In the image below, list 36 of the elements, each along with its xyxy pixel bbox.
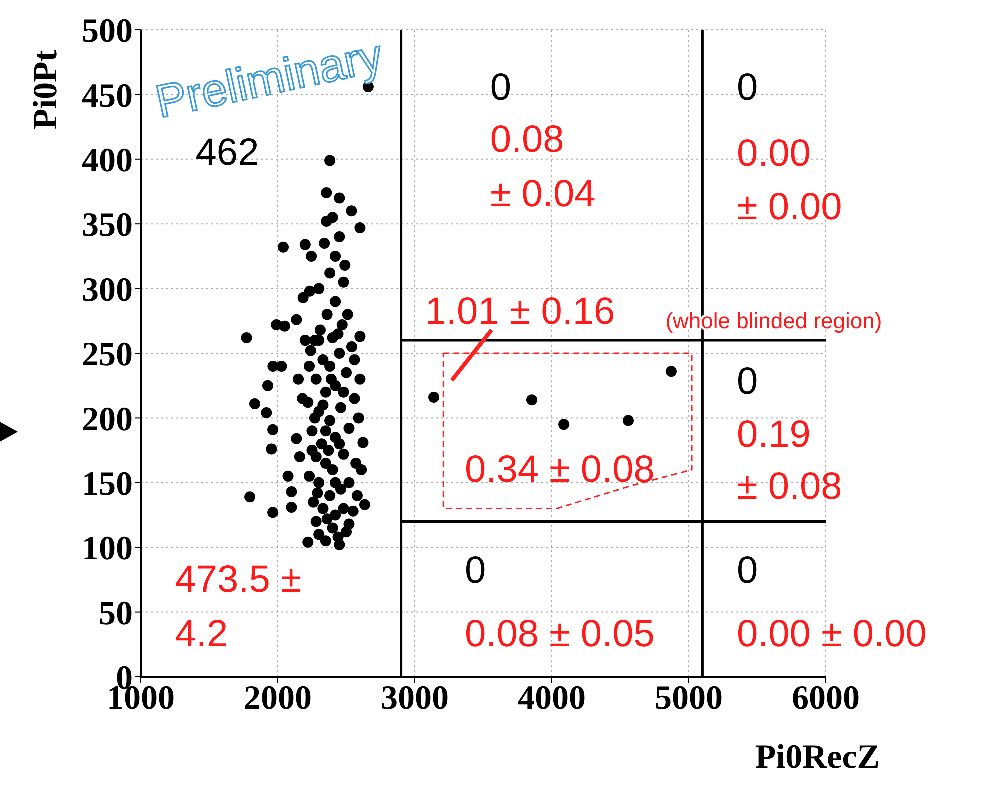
y-tick-label: 400	[82, 142, 133, 180]
y-tick-label: 350	[82, 207, 133, 244]
annotation: ± 0.04	[490, 173, 596, 216]
annotation: 0	[736, 360, 758, 403]
y-tick-label: 150	[82, 466, 133, 503]
annotation: 473.5 ±	[175, 558, 302, 601]
annotation: 0.34 ± 0.08	[465, 448, 655, 491]
y-tick-label: 100	[82, 530, 133, 568]
annotation: 0.00	[736, 133, 811, 176]
x-tick-label: 6000	[792, 680, 860, 718]
annotation: 1.01 ± 0.16	[425, 291, 616, 334]
annotation: Preliminary	[151, 29, 388, 128]
annotation: 462	[196, 132, 260, 174]
annotation: 0	[736, 550, 758, 592]
annotation: ± 0.08	[736, 466, 842, 508]
x-tick-label: 4000	[518, 680, 586, 718]
annotation: ± 0.00	[736, 186, 842, 228]
y-tick-label: 200	[82, 401, 133, 438]
x-tick-label: 5000	[655, 680, 723, 718]
annotation: 0	[736, 67, 758, 110]
x-axis-title: Pi0RecZ	[755, 739, 880, 776]
y-axis-title: Pi0Pt	[28, 50, 64, 130]
y-tick-label: 300	[82, 272, 133, 309]
x-tick-label: 2000	[244, 680, 312, 718]
y-tick-label: 50	[99, 595, 133, 632]
x-tick-label: 3000	[381, 680, 449, 718]
annotation: 0.19	[736, 414, 811, 456]
y-tick-label: 250	[82, 336, 133, 374]
annotation: 0	[465, 550, 486, 592]
annotation: 0.00 ± 0.00	[736, 613, 927, 656]
y-tick-label: 450	[82, 78, 133, 115]
annotation: 4.2	[175, 613, 228, 656]
y-tick-label: 500	[82, 13, 133, 50]
annotation: 0.08	[490, 118, 564, 161]
annotation: 0	[490, 67, 512, 110]
annotation: 0.08 ± 0.05	[465, 613, 655, 656]
